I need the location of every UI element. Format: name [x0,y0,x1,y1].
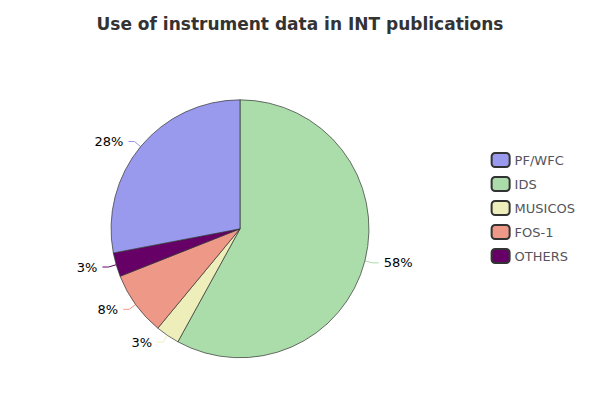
svg-text:MUSICOS: MUSICOS [515,201,575,216]
svg-text:FOS-1: FOS-1 [515,225,554,240]
svg-text:Use of instrument data in INT: Use of instrument data in INT publicatio… [97,14,504,34]
svg-text:3%: 3% [131,335,152,350]
svg-text:OTHERS: OTHERS [515,249,568,264]
svg-text:58%: 58% [384,255,413,270]
svg-text:28%: 28% [95,134,124,149]
svg-text:IDS: IDS [515,177,537,192]
svg-text:3%: 3% [77,260,98,275]
svg-text:PF/WFC: PF/WFC [515,153,564,168]
svg-text:8%: 8% [98,302,119,317]
